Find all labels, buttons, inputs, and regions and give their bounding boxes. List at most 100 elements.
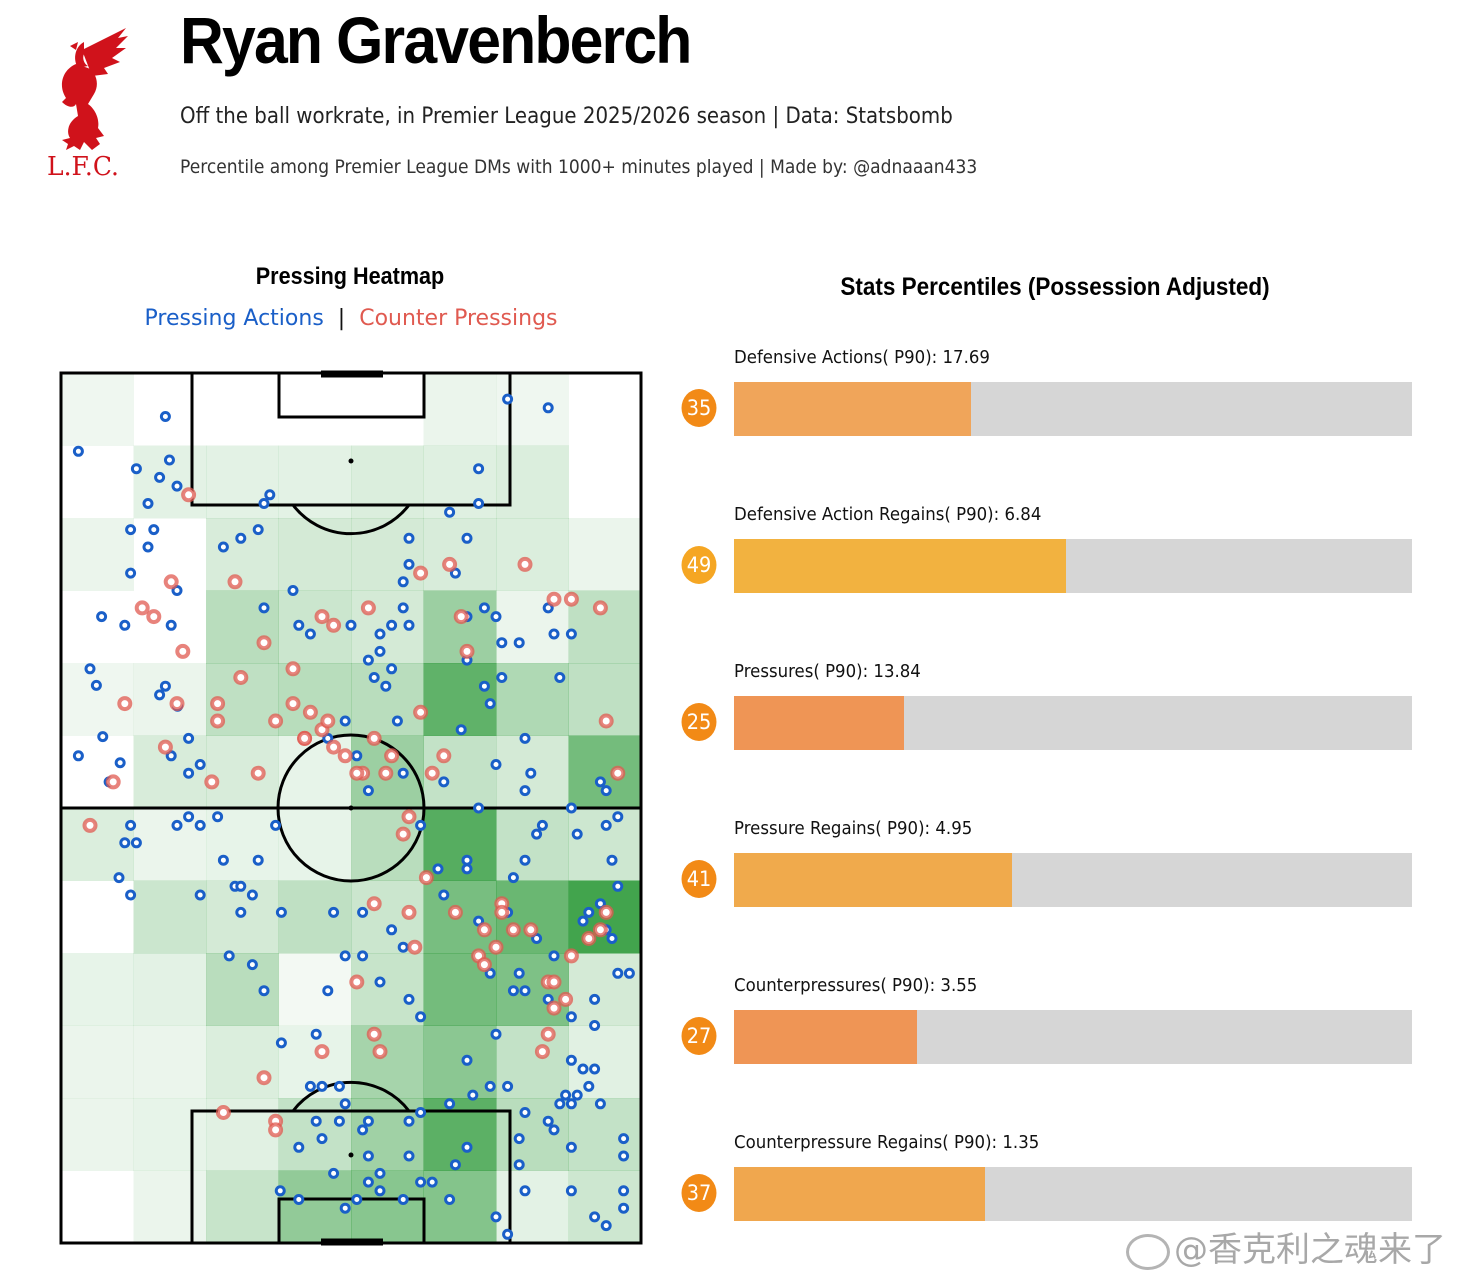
pressing-action-point: [274, 1185, 286, 1197]
heatmap-cell: [569, 446, 642, 519]
pressing-action-point: [415, 1107, 427, 1118]
pressing-action-point: [328, 906, 340, 918]
pressing-action-point: [96, 611, 108, 623]
pressing-action-point: [258, 602, 270, 614]
pressing-action-point: [565, 1185, 577, 1197]
pressing-action-point: [362, 1176, 374, 1188]
counter-pressing-point: [436, 748, 452, 764]
heatmap-cell: [133, 880, 207, 954]
pressing-action-point: [589, 993, 601, 1005]
pressing-action-point: [275, 906, 287, 918]
pressing-action-point: [403, 619, 415, 631]
pressing-action-point: [304, 628, 316, 640]
heatmap-cell: [278, 518, 352, 591]
heatmap-cell: [133, 1098, 207, 1171]
stat-label: Counterpressures( P90): 3.55: [734, 975, 978, 996]
counter-pressing-point: [558, 991, 574, 1007]
pressing-action-point: [374, 1185, 386, 1197]
pressing-action-point: [333, 1080, 345, 1092]
counter-pressing-points: [82, 487, 626, 1138]
heatmap-cell: [351, 373, 424, 446]
heatmap-title: Pressing Heatmap: [255, 263, 445, 290]
pressing-action-point: [565, 1054, 577, 1066]
pressing-action-point: [600, 819, 612, 831]
percentile-bar: [734, 853, 1012, 907]
heatmap-cell: [61, 736, 134, 809]
pressing-action-point: [542, 1115, 554, 1127]
pressing-action-point: [519, 985, 531, 997]
pressing-action-point: [473, 498, 485, 509]
counter-pressing-point: [215, 1105, 231, 1120]
pressing-action-point: [235, 906, 247, 918]
counter-pressing-point: [210, 696, 226, 712]
pressing-action-point: [223, 950, 235, 962]
pressing-action-point: [252, 854, 264, 866]
pressing-action-point: [235, 532, 247, 544]
pressing-action-point: [513, 637, 525, 649]
counter-pressing-point: [413, 704, 429, 720]
counter-pressing-point: [302, 704, 318, 720]
counter-pressing-point: [459, 643, 475, 659]
counter-pressing-point: [407, 939, 423, 955]
heatmap-cell: [423, 663, 497, 736]
pressing-action-point: [287, 585, 299, 596]
pressing-action-point: [473, 802, 485, 814]
pressing-action-point: [125, 524, 137, 536]
heatmap-cell: [61, 1025, 134, 1099]
pressing-action-point: [97, 731, 109, 743]
counter-pressing-point: [285, 696, 301, 712]
percentile-track: [734, 853, 1412, 907]
counter-pressing-point: [82, 817, 98, 833]
pressing-action-point: [449, 1159, 461, 1171]
counter-pressing-point: [268, 1122, 284, 1138]
pressing-action-point: [397, 576, 409, 588]
pressing-action-point: [618, 1133, 630, 1145]
pressing-action-point: [519, 1185, 531, 1197]
pressing-action-point: [519, 1107, 531, 1118]
counter-pressing-point: [349, 765, 365, 781]
pressing-action-point: [444, 1098, 456, 1110]
heatmap-cell: [133, 663, 207, 736]
pressing-action-point: [496, 672, 508, 683]
player-name-title: Ryan Gravenberch: [180, 3, 692, 77]
top-penalty-arc: [291, 504, 411, 536]
pressing-action-point: [258, 985, 270, 997]
pressing-action-point: [554, 1098, 566, 1110]
pressing-action-point: [270, 819, 282, 831]
counter-pressing-point: [378, 765, 394, 781]
heatmap-cell: [568, 953, 642, 1026]
pressing-action-point: [293, 1141, 305, 1153]
counter-pressing-point: [326, 739, 342, 755]
counter-pressing-point: [326, 617, 342, 633]
pressing-action-point: [351, 1194, 363, 1205]
counter-pressing-point: [268, 713, 284, 729]
pressing-action-point: [589, 1063, 601, 1075]
pressing-action-point: [432, 863, 444, 875]
pressing-action-point: [455, 724, 467, 736]
percentile-track: [734, 1167, 1412, 1221]
pressing-action-point: [374, 645, 386, 657]
counter-pressing-point: [360, 600, 376, 616]
counter-pressing-point: [424, 765, 440, 781]
logo-text: L.F.C.: [47, 152, 119, 182]
stat-row-defensive-actions: Defensive Actions( P90): 17.69 35: [680, 347, 1420, 457]
counter-pressing-point: [169, 696, 185, 712]
pressing-action-point: [484, 698, 496, 710]
pressing-action-point: [536, 819, 548, 831]
pressing-action-point: [484, 1080, 496, 1092]
pressing-action-point: [490, 1211, 502, 1223]
counter-pressing-point: [227, 574, 243, 590]
percentile-badge: 27: [681, 1017, 717, 1055]
pressing-action-point: [397, 941, 409, 953]
counter-pressing-point: [349, 974, 365, 990]
pressing-action-point: [148, 524, 160, 536]
heatmap-cell: [496, 953, 569, 1026]
heatmap-cell: [61, 446, 134, 519]
pressing-action-point: [386, 619, 398, 631]
counter-pressing-point: [297, 730, 313, 746]
stat-row-pressure-regains: Pressure Regains( P90): 4.95 41: [680, 818, 1420, 928]
counter-pressing-point: [546, 974, 562, 990]
pressing-action-point: [90, 679, 102, 691]
percentile-badge: 41: [681, 860, 717, 898]
pressing-action-point: [345, 619, 357, 631]
